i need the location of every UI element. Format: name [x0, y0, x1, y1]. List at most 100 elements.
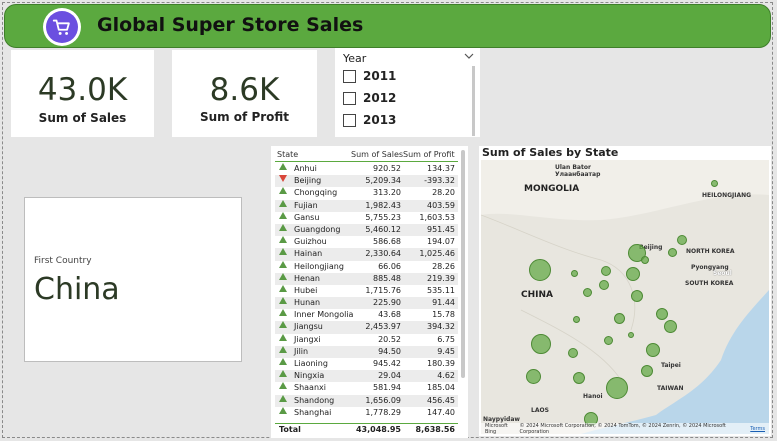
table-row[interactable]: Guizhou 586.68 194.07 [275, 236, 458, 248]
bubble-henan[interactable] [599, 280, 609, 290]
slicer-option-2012[interactable]: 2012 [343, 91, 396, 105]
table-row[interactable]: Shandong 1,656.09 456.45 [275, 394, 458, 407]
sales-by-state-map[interactable]: Sum of Sales by State MONGOLIA Ulan Bato… [479, 146, 771, 436]
state-cell: Ningxia [294, 371, 325, 381]
kpi-up-icon [279, 211, 287, 219]
bubble-guangdong[interactable] [606, 377, 628, 399]
table-scrollbar[interactable] [461, 150, 465, 378]
bubble-gansu[interactable] [529, 259, 551, 281]
kpi-up-icon [279, 358, 287, 365]
column-header-profit[interactable]: Sum of Profit [403, 150, 455, 159]
state-cell: Shandong [294, 395, 335, 405]
kpi-down-icon [279, 175, 287, 183]
chevron-down-icon[interactable] [464, 50, 474, 63]
column-header-state[interactable]: State [277, 150, 299, 159]
table-row[interactable]: Gansu 5,755.23 1,603.53 [275, 211, 458, 224]
table-row[interactable]: Jiangsu 2,453.97 394.32 [275, 321, 458, 334]
sales-cell: 885.48 [373, 273, 401, 283]
table-row[interactable]: Shaanxi 581.94 185.04 [275, 382, 458, 394]
bubble-jiangxi[interactable] [628, 332, 634, 338]
state-cell: Fujian [294, 200, 318, 210]
bubble-hunan[interactable] [604, 336, 613, 345]
profit-cell: 219.39 [427, 273, 455, 283]
profit-cell: 28.26 [432, 261, 455, 271]
bubble-heilongjiang[interactable] [711, 180, 718, 187]
table-row[interactable]: Fujian 1,982.43 403.59 [275, 199, 458, 212]
bubble-shanghai[interactable] [664, 320, 677, 333]
bubble-chongqing[interactable] [573, 316, 580, 323]
map-canvas[interactable]: MONGOLIA Ulan Bator Улаанбаатар CHINA Be… [481, 160, 769, 434]
bubble-shandong[interactable] [626, 267, 640, 281]
sales-cell: 1,778.29 [365, 407, 401, 417]
bubble-sichuan[interactable] [531, 334, 551, 354]
bubble-jiangsu[interactable] [656, 308, 668, 320]
bubble-hubei[interactable] [614, 313, 625, 324]
map-terms-link[interactable]: Terms [750, 425, 765, 432]
country-card-label: First Country [34, 256, 92, 266]
state-cell: Hunan [294, 298, 321, 308]
sales-cell: 945.42 [373, 359, 401, 368]
total-divider [275, 423, 458, 424]
bubble-liaoning[interactable] [668, 248, 677, 257]
profit-cell: 535.11 [427, 285, 455, 295]
state-cell: Inner Mongolia [294, 310, 354, 320]
sales-cell: 94.50 [378, 346, 401, 356]
total-profit: 8,638.56 [415, 425, 455, 434]
sales-cell: 66.06 [378, 261, 401, 271]
checkbox[interactable] [343, 91, 356, 105]
table-row[interactable]: Hunan 225.90 91.44 [275, 297, 458, 310]
kpi-card-sales[interactable]: 43.0K Sum of Sales [11, 50, 154, 137]
state-cell: Anhui [294, 164, 317, 173]
kpi-up-icon [279, 406, 287, 414]
bubble-yunnan[interactable] [526, 369, 541, 384]
kpi-up-icon [279, 309, 287, 317]
table-row[interactable]: Hubei 1,715.76 535.11 [275, 284, 458, 297]
column-header-sales[interactable]: Sum of Sales [351, 150, 404, 159]
sales-cell: 313.20 [373, 188, 401, 198]
bubble-jilin[interactable] [677, 235, 687, 245]
first-country-card[interactable]: First Country China [24, 197, 242, 362]
slicer-option-2013[interactable]: 2013 [343, 113, 396, 127]
bubble-shanxi[interactable] [601, 266, 611, 276]
bubble-zhejiang[interactable] [641, 365, 653, 377]
table-row[interactable]: Shanghai 1,778.29 147.40 [275, 406, 458, 419]
kpi-up-icon [279, 321, 287, 329]
state-cell: Guizhou [294, 237, 327, 247]
bubble-ningxia[interactable] [571, 270, 578, 277]
table-row[interactable]: Jilin 94.50 9.45 [275, 345, 458, 358]
year-slicer[interactable]: Year 2011 2012 2013 [335, 48, 480, 137]
sales-cell: 20.52 [378, 334, 401, 344]
kpi-profit-label: Sum of Profit [199, 110, 290, 124]
checkbox[interactable] [343, 113, 356, 127]
state-cell: Beijing [294, 176, 322, 186]
bubble-shaanxi[interactable] [583, 288, 592, 297]
sales-cell: 29.04 [378, 371, 401, 381]
bubble-guizhou[interactable] [568, 348, 578, 358]
profit-cell: 194.07 [427, 237, 455, 247]
table-row[interactable]: Anhui 920.52 134.37 [275, 163, 458, 175]
slicer-option-2011[interactable]: 2011 [343, 69, 396, 83]
bubble-tianjin[interactable] [641, 256, 649, 264]
map-label-mongolia: MONGOLIA [524, 184, 580, 194]
state-sales-table[interactable]: State Sum of Sales Sum of Profit Anhui 92… [271, 146, 468, 438]
table-row[interactable]: Henan 885.48 219.39 [275, 272, 458, 285]
table-row[interactable]: Heilongjiang 66.06 28.26 [275, 260, 458, 273]
bubble-fujian[interactable] [646, 343, 660, 357]
table-row[interactable]: Jiangxi 20.52 6.75 [275, 333, 458, 346]
table-row[interactable]: Ningxia 29.04 4.62 [275, 370, 458, 383]
profit-cell: 180.39 [427, 359, 455, 368]
kpi-card-profit[interactable]: 8.6K Sum of Profit [172, 50, 317, 137]
profit-cell: 403.59 [427, 200, 455, 210]
bubble-guangxi[interactable] [573, 372, 585, 384]
table-row[interactable]: Hainan 2,330.64 1,025.46 [275, 248, 458, 261]
table-row[interactable]: Guangdong 5,460.12 951.45 [275, 223, 458, 237]
sales-cell: 1,656.09 [365, 395, 401, 405]
map-label-heilongjiang: HEILONGJIANG [702, 192, 752, 199]
bubble-anhui[interactable] [631, 290, 643, 302]
slicer-scrollbar[interactable] [472, 66, 475, 136]
table-row[interactable]: Liaoning 945.42 180.39 [275, 358, 458, 370]
table-row[interactable]: Beijing 5,209.34 -393.32 [275, 175, 458, 188]
table-row[interactable]: Chongqing 313.20 28.20 [275, 187, 458, 199]
table-row[interactable]: Inner Mongolia 43.68 15.78 [275, 309, 458, 321]
checkbox[interactable] [343, 69, 356, 83]
